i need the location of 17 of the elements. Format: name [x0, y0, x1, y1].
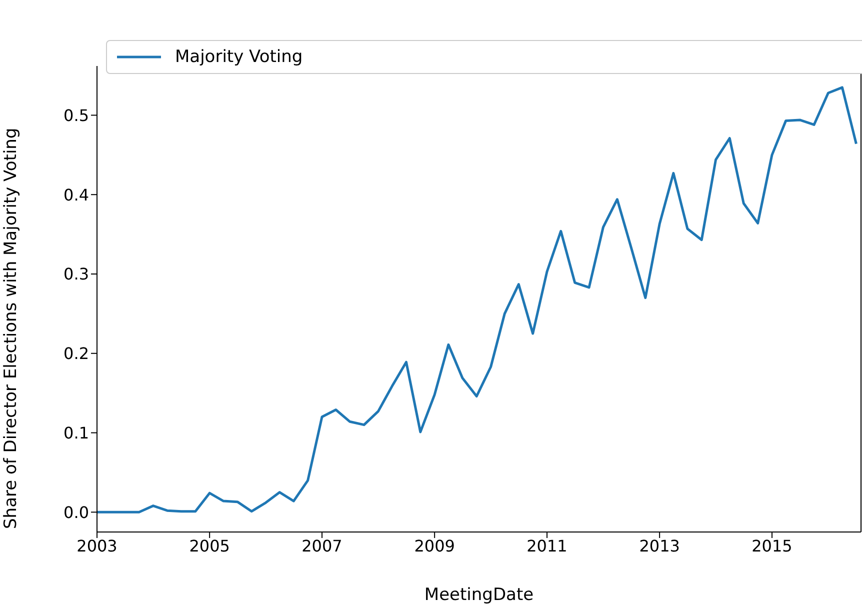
x-tick-label: 2005: [189, 536, 230, 556]
x-tick-label: 2013: [639, 536, 680, 556]
x-tick-label: 2003: [76, 536, 118, 556]
x-tick-label: 2015: [752, 536, 792, 556]
y-tick-label: 0.1: [64, 423, 89, 442]
x-axis-title: MeetingDate: [424, 585, 534, 604]
x-tick-label: 2009: [414, 536, 455, 556]
y-tick-label: 0.5: [64, 106, 89, 125]
y-tick-label: 0.3: [64, 264, 89, 284]
y-axis-title: Share of Director Elections with Majority Voting: [1, 128, 22, 529]
legend-label: Majority Voting: [175, 47, 303, 67]
y-tick-label: 0.4: [64, 185, 89, 204]
line-series: [97, 86, 858, 514]
y-tick-label: 0.2: [64, 344, 89, 364]
x-tick-label: 2011: [526, 536, 568, 556]
x-tick-label: 2007: [302, 536, 342, 556]
y-tick-label: 0.0: [64, 502, 89, 522]
